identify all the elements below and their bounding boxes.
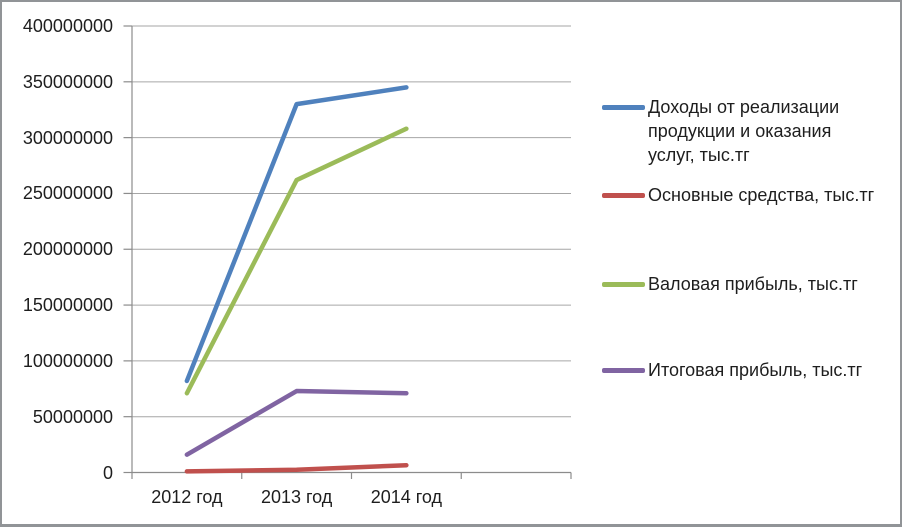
y-axis-tick-label: 400000000 xyxy=(22,16,113,36)
legend-item-label: Доходы от реализации продукции и оказани… xyxy=(648,97,840,165)
series-line-2 xyxy=(184,126,409,396)
legend-line-swatch-icon xyxy=(602,368,645,373)
legend-item-label: Основные средства, тыс.тг xyxy=(648,185,875,205)
y-axis-tick-label: 300000000 xyxy=(22,127,113,148)
series-line-3 xyxy=(184,388,409,457)
legend-line-swatch-icon xyxy=(602,105,645,110)
y-axis-tick-label: 150000000 xyxy=(22,295,113,316)
legend-item-label: Валовая прибыль, тыс.тг xyxy=(648,274,858,294)
legend-item: Валовая прибыль, тыс.тг xyxy=(602,272,898,296)
legend-item-label: Итоговая прибыль, тыс.тг xyxy=(648,360,863,380)
legend-item: Основные средства, тыс.тг xyxy=(602,183,898,207)
x-axis-category-label: 2012 год xyxy=(151,487,223,507)
y-axis-tick-label: 50000000 xyxy=(32,406,113,427)
legend-line-swatch-icon xyxy=(602,193,645,198)
series-line-0 xyxy=(184,85,409,384)
x-axis-category-label: 2014 год xyxy=(370,487,443,507)
y-axis-tick-label: 100000000 xyxy=(22,350,113,371)
y-axis-tick-label: 350000000 xyxy=(22,71,113,92)
legend-item: Итоговая прибыль, тыс.тг xyxy=(602,358,898,382)
series-line-1 xyxy=(184,462,409,474)
legend-line-swatch-icon xyxy=(602,282,645,287)
chart-legend: Доходы от реализации продукции и оказани… xyxy=(602,2,898,524)
y-axis-tick-label: 200000000 xyxy=(22,239,113,260)
y-axis-tick-label: 0 xyxy=(102,462,113,483)
y-axis-tick-label: 250000000 xyxy=(22,183,113,204)
x-axis-category-label: 2013 год xyxy=(260,487,333,507)
legend-item: Доходы от реализации продукции и оказани… xyxy=(602,95,898,167)
